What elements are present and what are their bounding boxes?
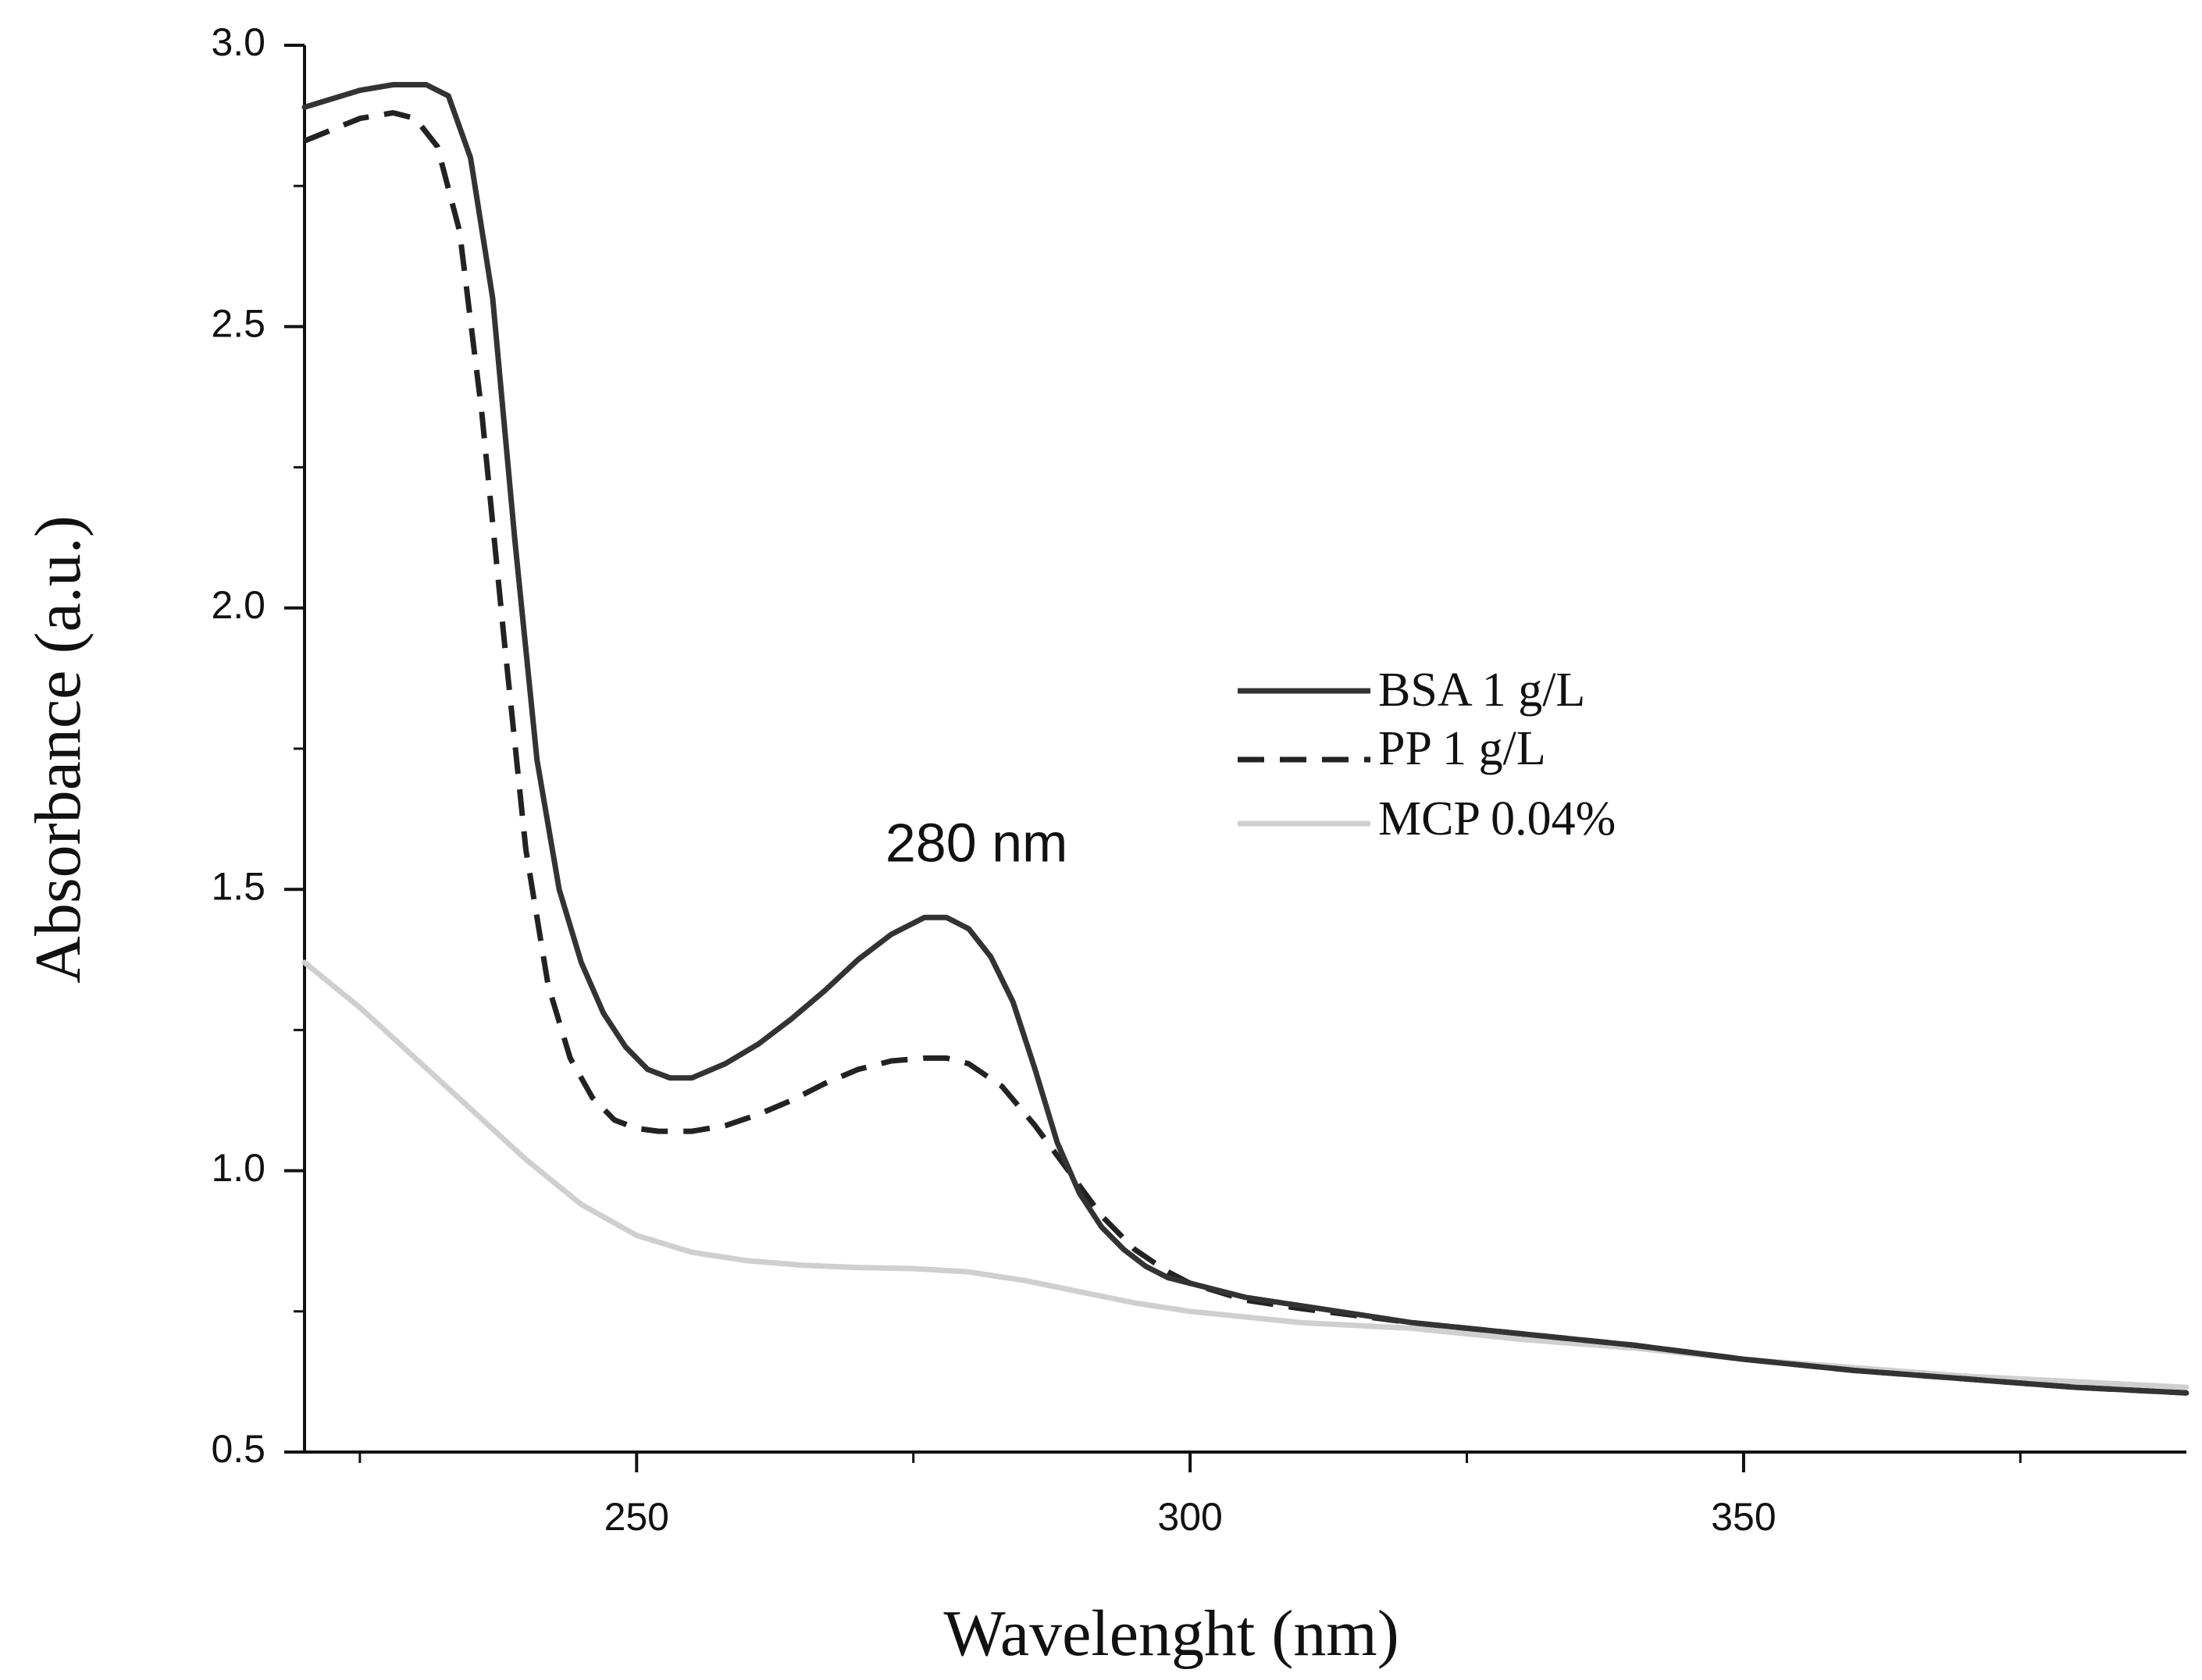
- axes: [303, 45, 2186, 1454]
- x-tick-label: 250: [604, 1495, 669, 1539]
- x-tick-label: 300: [1157, 1495, 1222, 1539]
- legend: BSA 1 g/L PP 1 g/L MCP 0.04%: [1238, 664, 1616, 845]
- legend-label-pp: PP 1 g/L: [1378, 722, 1546, 775]
- y-tick-label: 1.5: [211, 864, 265, 908]
- ticks: [284, 44, 2022, 1472]
- series-line-pp: [303, 110, 2187, 1396]
- series-line-mcp: [301, 959, 2190, 1390]
- legend-label-bsa: BSA 1 g/L: [1378, 664, 1585, 717]
- x-tick-label: 350: [1711, 1495, 1776, 1539]
- y-tick-label: 0.5: [211, 1427, 265, 1471]
- y-axis-title: Absorbance (a.u.): [22, 515, 94, 983]
- y-tick-label: 1.0: [211, 1146, 265, 1190]
- series-group: [301, 82, 2190, 1396]
- tick-labels: 0.5 1.0 1.5 2.0 2.5 3.0 250 300 350: [211, 20, 1776, 1539]
- peak-annotation: 280 nm: [885, 813, 1067, 874]
- y-tick-label: 2.0: [211, 583, 265, 627]
- legend-label-mcp: MCP 0.04%: [1378, 792, 1616, 845]
- series-line-bsa: [301, 82, 2190, 1396]
- x-axis-title: Wavelenght (nm): [943, 1597, 1399, 1670]
- y-tick-label: 3.0: [211, 20, 265, 64]
- y-tick-label: 2.5: [211, 302, 265, 346]
